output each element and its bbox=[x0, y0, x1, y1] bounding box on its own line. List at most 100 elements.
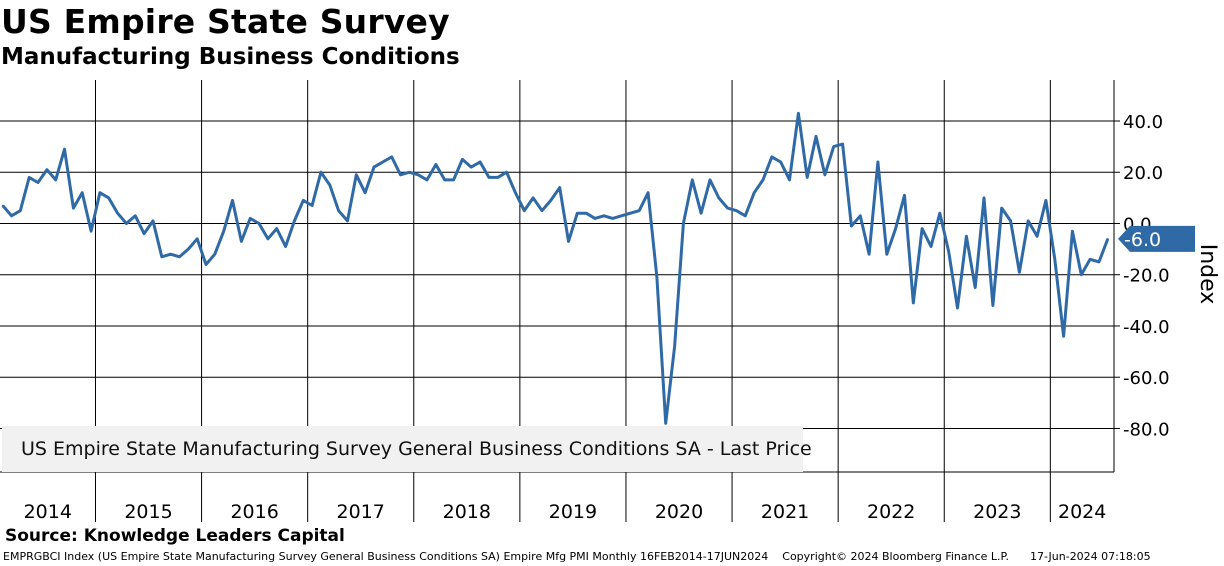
data-point bbox=[762, 179, 764, 181]
data-point bbox=[576, 212, 579, 214]
data-point bbox=[947, 250, 950, 253]
data-point bbox=[1018, 271, 1021, 274]
data-point bbox=[815, 135, 817, 138]
data-point bbox=[461, 158, 464, 161]
data-point bbox=[558, 186, 561, 189]
data-point bbox=[214, 253, 216, 255]
data-point bbox=[382, 161, 384, 163]
data-point bbox=[832, 145, 835, 148]
data-point bbox=[514, 191, 517, 194]
data-point bbox=[28, 176, 31, 179]
data-point bbox=[311, 204, 313, 207]
data-point bbox=[700, 212, 702, 214]
data-point bbox=[258, 222, 260, 225]
data-point bbox=[426, 179, 428, 181]
data-point bbox=[877, 161, 879, 163]
data-point bbox=[771, 156, 773, 158]
last-value-label: -6.0 bbox=[1124, 229, 1161, 251]
data-point bbox=[797, 112, 800, 115]
data-point bbox=[1107, 238, 1109, 240]
y-tick-label: -40.0 bbox=[1123, 317, 1170, 338]
data-point bbox=[152, 220, 154, 222]
data-point bbox=[54, 179, 57, 181]
data-point bbox=[859, 215, 862, 217]
data-point bbox=[1080, 273, 1083, 276]
data-point bbox=[673, 345, 676, 348]
data-point bbox=[346, 220, 349, 222]
x-tick-label: 2023 bbox=[973, 501, 1021, 523]
chart-subtitle: Manufacturing Business Conditions bbox=[1, 44, 460, 70]
data-point bbox=[541, 209, 543, 212]
y-tick-label: -60.0 bbox=[1123, 368, 1170, 389]
data-point bbox=[594, 217, 596, 220]
data-point bbox=[399, 174, 402, 176]
data-point bbox=[293, 220, 296, 222]
data-point bbox=[629, 212, 632, 214]
data-point bbox=[753, 191, 755, 194]
data-point bbox=[726, 207, 729, 209]
data-point bbox=[744, 215, 747, 217]
legend-label: US Empire State Manufacturing Survey Gen… bbox=[21, 438, 812, 460]
data-point bbox=[63, 148, 66, 150]
data-point bbox=[550, 199, 552, 202]
data-point bbox=[567, 240, 570, 243]
data-point bbox=[116, 212, 119, 214]
data-point bbox=[585, 212, 587, 214]
data-point bbox=[868, 253, 870, 255]
footer-copyright: Copyright© 2024 Bloomberg Finance L.P. bbox=[782, 550, 1009, 563]
data-point bbox=[479, 161, 481, 163]
data-point bbox=[992, 304, 994, 307]
data-point bbox=[497, 176, 499, 179]
data-point bbox=[46, 168, 48, 171]
data-point bbox=[709, 179, 711, 181]
data-point bbox=[903, 194, 906, 197]
data-point bbox=[107, 197, 110, 199]
data-point bbox=[337, 209, 340, 212]
x-tick-label: 2020 bbox=[655, 501, 703, 523]
data-point bbox=[169, 253, 172, 255]
data-point bbox=[620, 215, 623, 217]
data-point bbox=[205, 263, 207, 266]
data-point bbox=[72, 207, 75, 209]
footer-ticker: EMPRGBCI Index (US Empire State Manufact… bbox=[3, 550, 769, 563]
data-point bbox=[470, 166, 473, 168]
data-point bbox=[19, 209, 22, 212]
data-point bbox=[983, 197, 985, 199]
last-value-callout bbox=[1118, 225, 1195, 252]
data-point bbox=[1098, 261, 1100, 263]
source-note: Source: Knowledge Leaders Capital bbox=[5, 526, 345, 546]
data-point bbox=[249, 217, 251, 220]
data-point bbox=[532, 197, 534, 199]
data-point bbox=[806, 176, 808, 179]
data-point bbox=[1071, 230, 1074, 232]
data-point bbox=[1009, 220, 1012, 222]
data-point bbox=[302, 199, 305, 202]
data-point bbox=[1027, 220, 1029, 222]
data-point bbox=[1000, 207, 1003, 209]
data-point bbox=[523, 209, 526, 212]
y-tick-label: -80.0 bbox=[1123, 419, 1170, 440]
data-point bbox=[956, 307, 959, 309]
data-point bbox=[850, 225, 853, 227]
data-point bbox=[682, 222, 685, 225]
data-point bbox=[187, 248, 190, 250]
data-point bbox=[99, 191, 101, 194]
data-point bbox=[275, 227, 278, 230]
data-point bbox=[824, 174, 826, 176]
x-tick-label: 2019 bbox=[549, 501, 597, 523]
x-tick-label: 2018 bbox=[443, 501, 491, 523]
data-point bbox=[10, 215, 13, 217]
data-point bbox=[1045, 199, 1047, 202]
data-point bbox=[1054, 258, 1056, 261]
data-point bbox=[390, 156, 393, 158]
data-point bbox=[841, 143, 844, 145]
data-point bbox=[1089, 258, 1091, 261]
data-point bbox=[974, 286, 976, 289]
data-point bbox=[178, 255, 181, 258]
data-point bbox=[90, 230, 92, 232]
data-point bbox=[417, 174, 420, 176]
data-point bbox=[364, 191, 366, 194]
data-point bbox=[452, 179, 455, 181]
data-point bbox=[965, 235, 968, 238]
